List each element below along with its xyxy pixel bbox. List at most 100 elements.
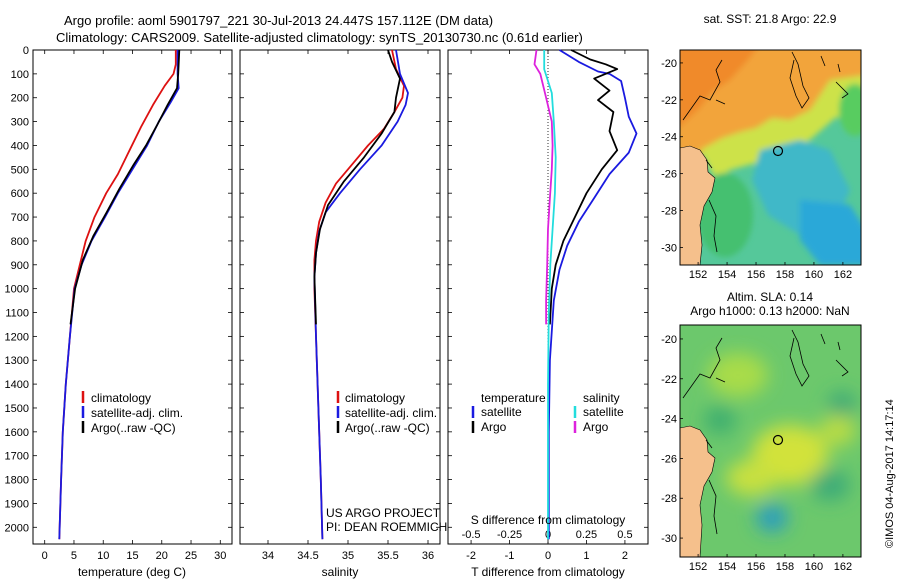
map-x-tick-label: 156: [747, 269, 765, 281]
legend-header-temperature: temperature: [481, 391, 546, 405]
depth-tick-label: 1300: [5, 355, 29, 367]
salinity-legend: climatology satellite-adj. clim. Argo(..…: [336, 391, 437, 435]
series-line: [313, 49, 409, 540]
x-tick-label: 0: [545, 550, 551, 562]
x-tick-label: 10: [97, 550, 109, 562]
s-difference-axis-label: S difference from climatology: [471, 513, 626, 527]
x-tick-label: -1: [505, 550, 515, 562]
imos-watermark: ©IMOS 04-Aug-2017 14:17:14: [884, 399, 896, 548]
depth-tick-label: 1600: [5, 427, 29, 439]
sst-yellow-band: [700, 75, 861, 180]
x-tick-label: 15: [126, 550, 138, 562]
depth-tick-label: 1900: [5, 498, 29, 510]
map-y-tick-label: -24: [661, 132, 677, 144]
depth-tick-label: 400: [11, 140, 29, 152]
map-y-tick-label: -22: [661, 95, 677, 107]
sla-map-title: Altim. SLA: 0.14: [727, 290, 813, 304]
depth-tick-label: 1500: [5, 403, 29, 415]
map-x-tick-label: 160: [805, 561, 823, 573]
depth-tick-label: 0: [23, 45, 29, 57]
profile-lines: [58, 49, 638, 540]
map-y-tick-label: -20: [661, 334, 677, 346]
depth-tick-label: 500: [11, 164, 29, 176]
depth-tick-label: 1700: [5, 451, 29, 463]
legend-label-argo: Argo(..raw -QC): [345, 421, 430, 435]
depth-tick-label: 100: [11, 69, 29, 81]
map-y-tick-label: -30: [661, 533, 677, 545]
map-y-tick-label: -22: [661, 374, 677, 386]
depth-tick-label: 1100: [5, 308, 29, 320]
series-line: [547, 49, 638, 540]
map-x-tick-label: 156: [747, 561, 765, 573]
depth-tick-label: 900: [11, 260, 29, 272]
legend-header-salinity: salinity: [583, 391, 620, 405]
sst-land: [680, 145, 716, 265]
map-x-tick-label: 160: [805, 269, 823, 281]
map-x-tick-label: 152: [689, 269, 707, 281]
s-tick-label: -0.25: [497, 529, 522, 541]
legend-label-climatology: climatology: [91, 391, 151, 405]
sla-map-ticks: 152 154 156 158 160 162 -20 -22 -24 -26 -28 -30: [661, 334, 852, 573]
map-y-tick-label: -26: [661, 169, 677, 181]
difference-legend: temperature salinity satellite Argo sate…: [471, 391, 624, 434]
sla-contour: [682, 329, 849, 535]
x-tick-label: 30: [214, 550, 226, 562]
depth-tick-label: 600: [11, 188, 29, 200]
sst-green-patch: [839, 84, 861, 136]
s-tick-label: -0.5: [462, 529, 481, 541]
x-tick-label: 34.5: [297, 550, 318, 562]
x-tick-label: 0: [42, 550, 48, 562]
legend-label-t-argo: Argo: [481, 420, 507, 434]
axis-ticks: 0 5 10 15 20 25 30 34 34.5 35 35.5 36 -2 -1 0 1 2 -0.5 -0.…: [33, 49, 648, 562]
sst-argo-marker: [772, 145, 784, 157]
t-difference-axis-label: T difference from climatology: [471, 565, 625, 579]
map-y-tick-label: -30: [661, 242, 677, 254]
series-line: [533, 49, 554, 325]
salinity-panel-frame: [239, 49, 441, 545]
header-line1: Argo profile: aoml 5901797_221 30-Jul-20…: [64, 13, 493, 28]
map-x-tick-label: 162: [834, 561, 852, 573]
sla-low-patch: [828, 392, 856, 416]
sla-land: [680, 425, 716, 557]
map-x-tick-label: 152: [689, 561, 707, 573]
x-tick-label: 35: [342, 550, 354, 562]
depth-tick-label: 1400: [5, 379, 29, 391]
x-tick-label: 36: [422, 550, 434, 562]
sla-field: [704, 353, 856, 532]
map-y-tick-label: -24: [661, 414, 677, 426]
sst-cool-patch: [800, 200, 861, 265]
depth-tick-label: 700: [11, 212, 29, 224]
legend-label-satellite: satellite-adj. clim.: [345, 406, 437, 420]
depth-tick-label: 1000: [5, 284, 29, 296]
series-line: [58, 50, 180, 540]
sla-map: [680, 325, 861, 557]
sst-map-frame: [679, 49, 862, 266]
map-y-tick-label: -28: [661, 206, 677, 218]
map-x-tick-label: 158: [776, 561, 794, 573]
x-tick-label: 2: [622, 550, 628, 562]
sst-warm-core: [680, 50, 756, 127]
sst-map-title: sat. SST: 21.8 Argo: 22.9: [704, 12, 837, 26]
map-x-tick-label: 154: [718, 269, 736, 281]
salinity-axis-label: salinity: [322, 565, 359, 579]
sla-map-subtitle: Argo h1000: 0.13 h2000: NaN: [690, 304, 849, 318]
sla-low-patch: [810, 469, 850, 501]
map-x-tick-label: 154: [718, 561, 736, 573]
project-credit: US ARGO PROJECT: [326, 506, 441, 520]
s-tick-label: 0.25: [576, 529, 597, 541]
series-line: [549, 49, 619, 325]
sla-low-patch: [704, 406, 736, 434]
legend-label-argo: Argo(..raw -QC): [91, 421, 176, 435]
sst-field: [680, 50, 861, 265]
sla-high-patch: [726, 460, 778, 496]
legend-label-satellite: satellite-adj. clim.: [91, 406, 183, 420]
depth-tick-label: 1200: [5, 331, 29, 343]
sla-high-patch: [708, 353, 768, 397]
sla-argo-marker: [772, 434, 784, 446]
pi-credit: PI: DEAN ROEMMICH: [326, 520, 447, 534]
sla-high-patch: [820, 414, 856, 446]
temperature-panel-frame: [32, 49, 233, 545]
series-line: [69, 49, 181, 325]
x-tick-label: 5: [71, 550, 77, 562]
